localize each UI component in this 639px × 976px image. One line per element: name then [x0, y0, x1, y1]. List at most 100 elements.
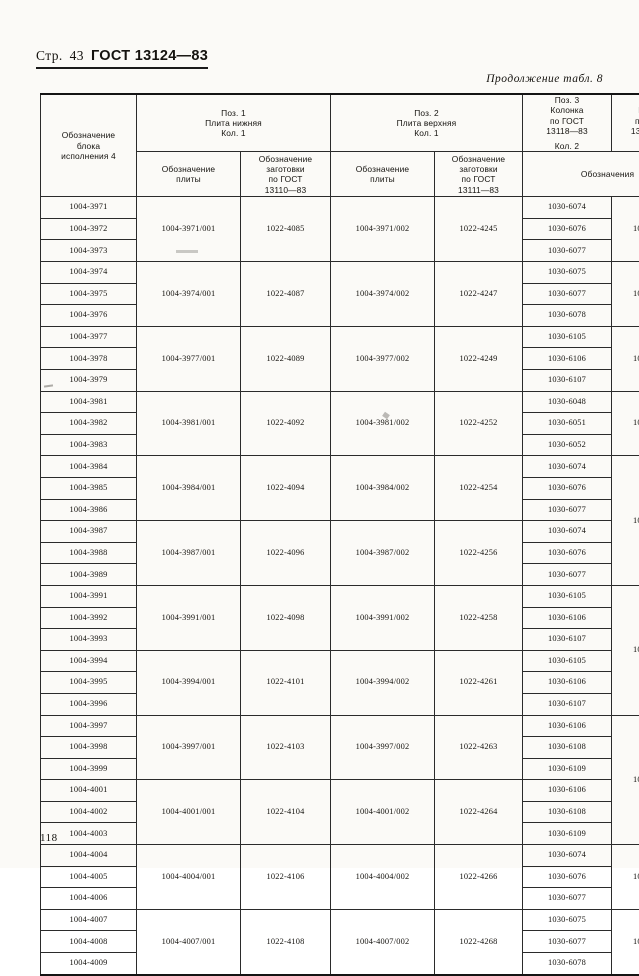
- block-designation: 1004-3978: [41, 348, 137, 370]
- blank-lower-designation: 1022-4096: [241, 521, 331, 586]
- column-designation: 1030-6076: [523, 542, 612, 564]
- bushing-designation: 1032-2696: [612, 456, 639, 586]
- plate-lower-designation: 1004-3984/001: [137, 456, 241, 521]
- block-designation: 1004-3971: [41, 197, 137, 219]
- column-designation: 1030-6105: [523, 650, 612, 672]
- column-designation: 1030-6078: [523, 305, 612, 327]
- column-designation: 1030-6076: [523, 866, 612, 888]
- bushing-designation: 1032-2755: [612, 326, 639, 391]
- column-designation: 1030-6074: [523, 521, 612, 543]
- header-plate-designation-1: Обозначение плиты: [137, 152, 241, 197]
- column-designation: 1030-6106: [523, 715, 612, 737]
- column-designation: 1030-6106: [523, 780, 612, 802]
- block-designation: 1004-3981: [41, 391, 137, 413]
- column-designation: 1030-6074: [523, 456, 612, 478]
- block-designation: 1004-4001: [41, 780, 137, 802]
- plate-lower-designation: 1004-3997/001: [137, 715, 241, 780]
- header-pos1-title: Поз. 1: [221, 108, 246, 118]
- block-designation: 1004-3979: [41, 370, 137, 392]
- plate-lower-designation: 1004-3987/001: [137, 521, 241, 586]
- block-designation: 1004-3991: [41, 585, 137, 607]
- column-designation: 1030-6109: [523, 823, 612, 845]
- column-designation: 1030-6107: [523, 693, 612, 715]
- column-designation: 1030-6077: [523, 931, 612, 953]
- header-blank2-line4: 13111—83: [458, 185, 499, 195]
- column-designation: 1030-6074: [523, 845, 612, 867]
- blank-upper-designation: 1022-4249: [435, 326, 523, 391]
- header-plate1-line2: плиты: [176, 174, 201, 184]
- header-pos2-title: Поз. 2: [414, 108, 439, 118]
- header-pos2-name: Плита верхняя: [397, 118, 457, 128]
- block-designation: 1004-3972: [41, 218, 137, 240]
- header-pos1: Поз. 1 Плита нижняя Кол. 1: [137, 94, 331, 152]
- block-designation: 1004-3987: [41, 521, 137, 543]
- header-blank2-line2: заготовки: [459, 164, 497, 174]
- blank-lower-designation: 1022-4101: [241, 650, 331, 715]
- parts-table: Обозначение блока исполнения 4 Поз. 1 Пл…: [40, 93, 639, 976]
- blank-lower-designation: 1022-4103: [241, 715, 331, 780]
- block-designation: 1004-3988: [41, 542, 137, 564]
- plate-upper-designation: 1004-4007/002: [331, 909, 435, 974]
- table-container: Обозначение блока исполнения 4 Поз. 1 Пл…: [40, 93, 602, 976]
- header-block-line3: исполнения 4: [61, 151, 116, 161]
- header-pos3-gost: 13118—83: [546, 126, 588, 136]
- blank-upper-designation: 1022-4254: [435, 456, 523, 521]
- blank-upper-designation: 1022-4245: [435, 197, 523, 262]
- blank-upper-designation: 1022-4264: [435, 780, 523, 845]
- block-designation: 1004-4004: [41, 845, 137, 867]
- blank-lower-designation: 1022-4106: [241, 845, 331, 910]
- block-designation: 1004-3996: [41, 693, 137, 715]
- plate-lower-designation: 1004-4007/001: [137, 909, 241, 974]
- blank-lower-designation: 1022-4098: [241, 585, 331, 650]
- bushing-designation: 1032-2701: [612, 909, 639, 974]
- table-continuation-label: Продолжение табл. 8: [486, 73, 603, 85]
- block-designation: 1004-3989: [41, 564, 137, 586]
- block-designation: 1004-4007: [41, 909, 137, 931]
- column-designation: 1030-6106: [523, 672, 612, 694]
- plate-upper-designation: 1004-4004/002: [331, 845, 435, 910]
- bushing-designation: 1032-2701: [612, 262, 639, 327]
- header-plate2-line2: плиты: [370, 174, 395, 184]
- column-designation: 1030-6077: [523, 888, 612, 910]
- column-designation: 1030-6077: [523, 283, 612, 305]
- blank-upper-designation: 1022-4263: [435, 715, 523, 780]
- blank-upper-designation: 1022-4247: [435, 262, 523, 327]
- header-plate1-line1: Обозначение: [162, 164, 215, 174]
- block-designation: 1004-3973: [41, 240, 137, 262]
- block-designation: 1004-3998: [41, 737, 137, 759]
- header-pos2: Поз. 2 Плита верхняя Кол. 1: [331, 94, 523, 152]
- blank-upper-designation: 1022-4258: [435, 585, 523, 650]
- plate-lower-designation: 1004-4001/001: [137, 780, 241, 845]
- plate-upper-designation: 1004-3974/002: [331, 262, 435, 327]
- block-designation: 1004-3975: [41, 283, 137, 305]
- header-block-designation: Обозначение блока исполнения 4: [41, 94, 137, 197]
- block-designation: 1004-3994: [41, 650, 137, 672]
- plate-upper-designation: 1004-3981/002: [331, 391, 435, 456]
- block-designation: 1004-3976: [41, 305, 137, 327]
- header-pos4: Поз. 4 Втулка по ГОСТ 13120—83 Кол. 2: [612, 94, 639, 152]
- page-header: Стр. 43 ГОСТ 13124—83: [36, 48, 208, 69]
- column-designation: 1030-6108: [523, 801, 612, 823]
- plate-upper-designation: 1004-3977/002: [331, 326, 435, 391]
- column-designation: 1030-6077: [523, 564, 612, 586]
- page-number-bottom: 118: [40, 832, 58, 844]
- block-designation: 1004-3974: [41, 262, 137, 284]
- header-blank-gost-13110: Обозначение заготовки по ГОСТ 13110—83: [241, 152, 331, 197]
- table-header: Обозначение блока исполнения 4 Поз. 1 Пл…: [41, 94, 639, 197]
- blank-lower-designation: 1022-4092: [241, 391, 331, 456]
- plate-upper-designation: 1004-3984/002: [331, 456, 435, 521]
- header-blank1-line1: Обозначение: [259, 154, 312, 164]
- header-blank2-line3: по ГОСТ: [461, 174, 495, 184]
- column-designation: 1030-6075: [523, 909, 612, 931]
- plate-lower-designation: 1004-3981/001: [137, 391, 241, 456]
- header-plate2-line1: Обозначение: [356, 164, 409, 174]
- header-block-line2: блока: [77, 141, 100, 151]
